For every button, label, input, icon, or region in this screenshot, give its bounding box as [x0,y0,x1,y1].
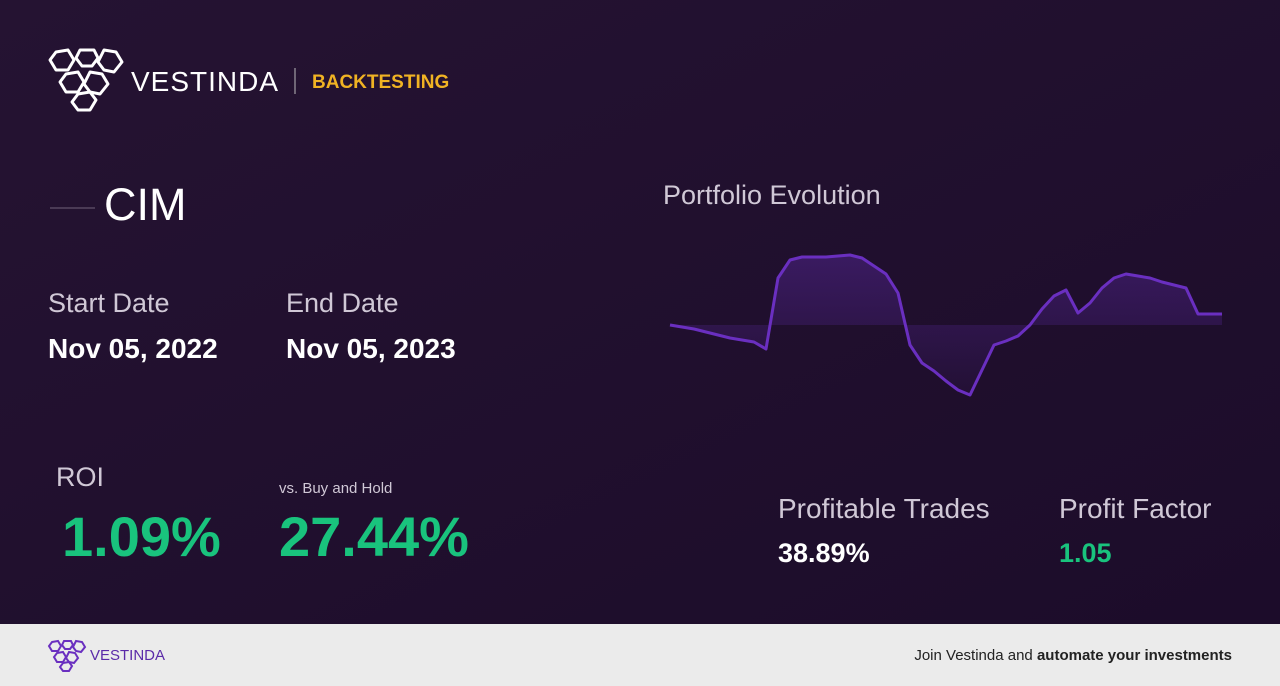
trades-value: 38.89% [778,538,870,568]
end-label: End Date [286,288,399,318]
footer-cta: Join Vestinda and automate your investme… [914,647,1232,664]
start-label: Start Date [48,288,170,318]
cta-text: Join Vestinda and [914,647,1032,664]
bh-value: 27.44% [279,505,469,568]
pf-value: 1.05 [1059,538,1112,568]
trades-label: Profitable Trades [778,493,990,524]
logo [48,48,124,112]
ticker: CIM [104,179,187,230]
roi-label: ROI [56,462,104,492]
footer-bar [0,624,1280,686]
line [669,253,1222,397]
area [670,255,1222,395]
brand: VESTINDA [131,66,279,97]
footer-logo [47,639,87,672]
chart-title: Portfolio Evolution [663,180,881,210]
cta-bold: automate your investments [1037,647,1232,664]
end-date: Nov 05, 2023 [286,333,456,364]
footer-brand: VESTINDA [90,647,165,664]
section: BACKTESTING [312,72,449,93]
bh-label: vs. Buy and Hold [279,480,392,497]
start-date: Nov 05, 2022 [48,333,218,364]
roi-value: 1.09% [62,505,221,568]
pf-label: Profit Factor [1059,493,1211,524]
